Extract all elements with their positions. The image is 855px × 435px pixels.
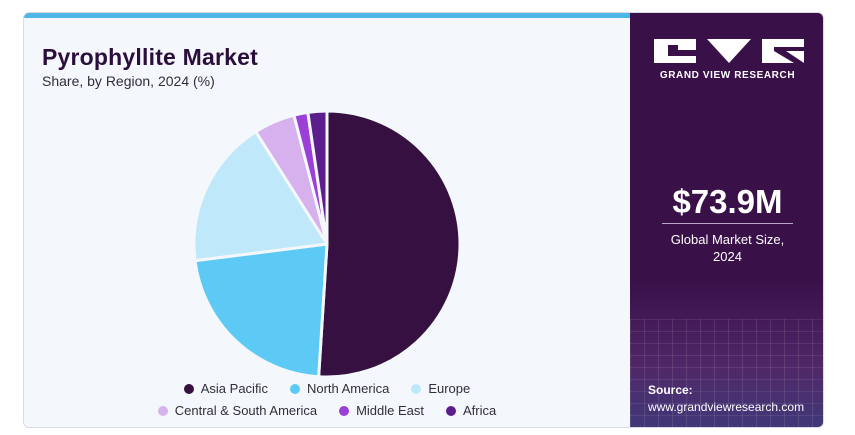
legend-item-europe: Europe bbox=[411, 381, 470, 396]
market-size-value: $73.9M bbox=[672, 183, 783, 220]
legend-dot-europe bbox=[411, 383, 422, 394]
legend-label-europe: Europe bbox=[428, 381, 471, 396]
legend-item-asia-pacific: Asia Pacific bbox=[183, 381, 268, 396]
legend-label-central-south-america: Central & South America bbox=[174, 403, 318, 418]
legend-item-middle-east: Middle East bbox=[339, 403, 424, 418]
chart-title: Pyrophyllite Market bbox=[42, 44, 258, 70]
legend-label-middle-east: Middle East bbox=[356, 403, 425, 418]
brand-name: GRAND VIEW RESEARCH bbox=[659, 70, 796, 81]
legend-dot-central-south-america bbox=[157, 405, 168, 416]
legend-label-north-america: North America bbox=[306, 381, 390, 396]
chart-subtitle: Share, by Region, 2024 (%) bbox=[42, 73, 215, 89]
market-label-line-1: Global Market Size, bbox=[670, 232, 785, 247]
panel-grid-decoration bbox=[630, 319, 823, 427]
legend-item-north-america: North America bbox=[289, 381, 390, 396]
value-divider bbox=[662, 223, 793, 224]
side-panel: GRAND VIEW RESEARCH $73.9M Global Market… bbox=[630, 13, 823, 427]
panel-glow bbox=[630, 279, 823, 427]
pie-slice-africa bbox=[306, 109, 329, 246]
legend-row-2: Central & South America Middle East Afri… bbox=[24, 403, 630, 418]
legend-label-asia-pacific: Asia Pacific bbox=[200, 381, 268, 396]
legend-row-1: Asia Pacific North America Europe bbox=[24, 381, 630, 396]
legend-item-africa: Africa bbox=[446, 403, 496, 418]
chart-area: Pyrophyllite Market Share, by Region, 20… bbox=[24, 18, 630, 427]
accent-bar bbox=[24, 13, 630, 18]
chart-card: Pyrophyllite Market Share, by Region, 20… bbox=[23, 12, 824, 428]
legend-dot-africa bbox=[446, 405, 457, 416]
legend-dot-middle-east bbox=[339, 405, 350, 416]
pie-slice-north-america bbox=[193, 242, 329, 379]
legend-label-africa: Africa bbox=[463, 403, 497, 418]
market-label-line-2: 2024 bbox=[713, 249, 742, 264]
pie-slice-asia-pacific bbox=[317, 109, 462, 379]
pie-slice-europe bbox=[192, 130, 329, 263]
legend-dot-north-america bbox=[289, 383, 300, 394]
legend-dot-asia-pacific bbox=[183, 383, 194, 394]
gvr-logo-icon bbox=[654, 39, 804, 63]
source-link[interactable]: www.grandviewresearch.com bbox=[648, 400, 805, 414]
pie-chart bbox=[192, 109, 462, 379]
legend-item-central-south-america: Central & South America bbox=[157, 403, 318, 418]
market-size-label: Global Market Size, 2024 bbox=[630, 231, 823, 265]
source-label: Source: bbox=[648, 383, 693, 397]
